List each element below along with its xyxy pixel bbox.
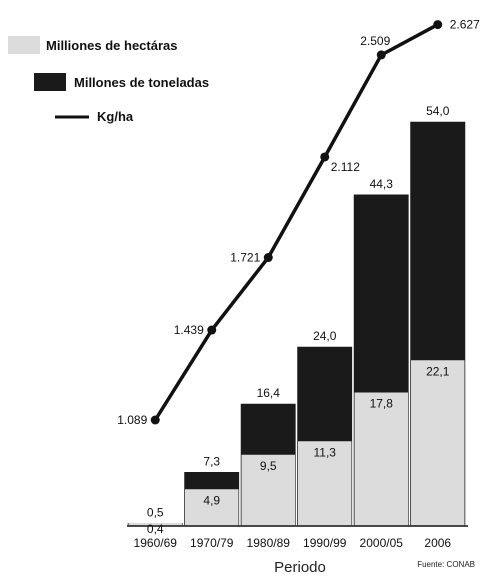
legend-swatch-tonnes	[34, 73, 66, 91]
legend-label-hectares: Milliones de hectáras	[46, 38, 178, 53]
x-tick-3: 1990/99	[303, 536, 347, 550]
x-tick-1: 1970/79	[190, 536, 234, 550]
point-kgha-4	[376, 50, 386, 60]
point-kgha-0	[150, 415, 160, 425]
point-kgha-5	[433, 20, 443, 30]
legend-swatch-hectares	[8, 36, 40, 54]
label-tonnes-1: 7,3	[203, 454, 220, 468]
point-kgha-3	[320, 152, 330, 162]
line-layer: 1.089 1.439 1.721 2.112 2.509 2.627	[117, 18, 480, 427]
bar-hectares-2	[241, 454, 295, 526]
bar-hectares-5	[411, 360, 465, 526]
label-tonnes-0: 0,5	[147, 505, 164, 519]
legend-label-tonnes: Millones de toneladas	[74, 75, 209, 90]
line-kgha	[153, 23, 439, 421]
source-note: Fuente: CONAB	[417, 560, 475, 569]
label-tonnes-4: 44,3	[370, 177, 394, 191]
x-tick-4: 2000/05	[360, 536, 404, 550]
label-tonnes-3: 24,0	[313, 329, 337, 343]
label-kgha-0: 1.089	[117, 413, 147, 427]
label-kgha-3: 2.112	[331, 160, 360, 174]
label-kgha-1: 1.439	[174, 323, 204, 337]
point-kgha-2	[263, 253, 273, 263]
label-hectares-0: 0,4	[147, 522, 164, 536]
bar-hectares-1	[185, 489, 239, 526]
bar-hectares-0	[128, 523, 182, 526]
legend: Milliones de hectáras Millones de tonela…	[8, 36, 209, 124]
x-tick-2: 1980/89	[247, 536, 291, 550]
label-tonnes-2: 16,4	[257, 386, 281, 400]
label-hectares-1: 4,9	[203, 493, 220, 507]
point-kgha-1	[207, 325, 217, 335]
label-kgha-2: 1.721	[230, 251, 260, 265]
label-hectares-5: 22,1	[426, 364, 450, 378]
legend-label-kgha: Kg/ha	[97, 109, 134, 124]
bar-hectares-3	[298, 441, 352, 526]
x-tick-5: 2006	[424, 536, 451, 550]
x-axis-label: Periodo	[274, 559, 326, 576]
label-kgha-4: 2.509	[360, 34, 390, 48]
bar-hectares-4	[354, 392, 408, 526]
label-hectares-2: 9,5	[260, 459, 277, 473]
x-ticks: 1960/69 1970/79 1980/89 1990/99 2000/05 2006	[134, 536, 452, 550]
bars	[126, 120, 467, 527]
label-tonnes-5: 54,0	[426, 104, 450, 118]
x-tick-0: 1960/69	[134, 536, 178, 550]
label-hectares-3: 11,3	[314, 445, 337, 459]
bar-labels: 0,5 0,4 7,3 4,9 16,4 9,5 24,0 11,3 44,3 17,8 54,0 2…	[147, 104, 450, 536]
label-hectares-4: 17,8	[370, 397, 394, 411]
label-kgha-5: 2.627	[450, 18, 480, 32]
